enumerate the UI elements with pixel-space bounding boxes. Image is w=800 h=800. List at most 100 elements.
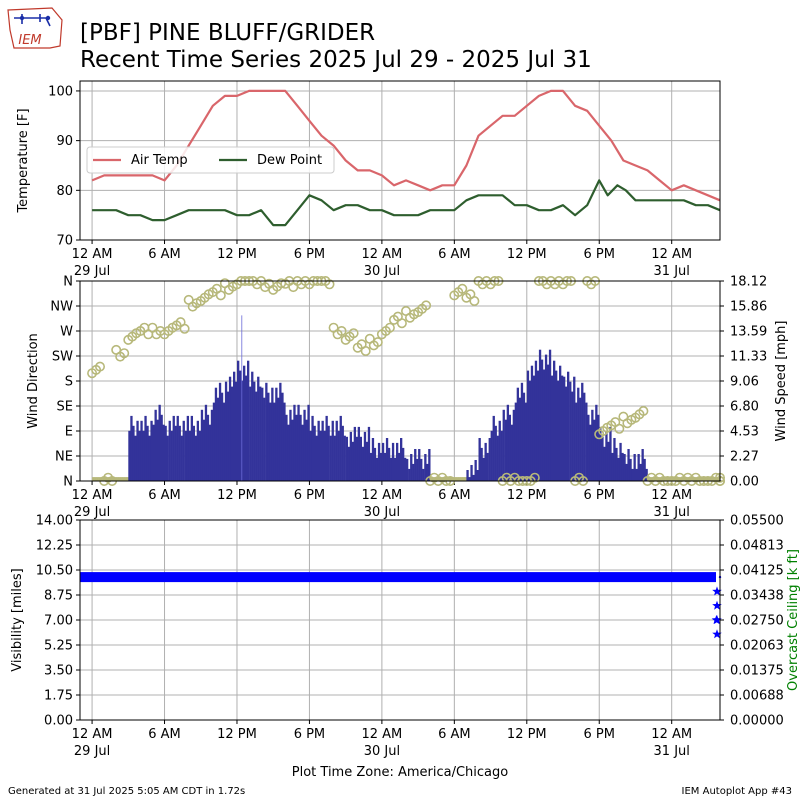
wind-speed-bar [476,470,479,481]
visibility-point [308,575,311,579]
wind-direction-point [215,290,226,301]
x-date-label: 30 Jul [364,744,400,759]
wind-speed-bar [275,387,278,481]
x-tick-label: 12 PM [217,488,257,503]
y2-tick-label: 6.80 [730,400,759,415]
wind-speed-bar [587,414,590,481]
ceiling-star [712,600,722,610]
y2-tick-label: 0.02063 [730,639,784,654]
y-tick-label: 8.75 [44,589,73,604]
visibility-panel: 12 AM 6 AM 12 PM 6 PM 12 AM 6 AM 12 PM 6 PM 12 A… [10,514,800,760]
wind-speed-bar [184,430,188,481]
wind-speed-bar [490,430,493,481]
wind-speed-bar [480,447,483,481]
wind-speed-bar [520,382,524,481]
chart-title: [PBF] PINE BLUFF/GRIDER [80,20,375,46]
wind-speed-bar [595,404,598,481]
wind-speed-bar [711,477,715,481]
wind-speed-bar [277,397,280,481]
wind-speed-bar [472,474,475,481]
wind-direction-point [372,337,383,348]
wind-speed-bar [424,454,427,481]
y-axis-label: Visibility [miles] [10,568,25,671]
wind-speed-bar [699,477,703,481]
wind-speed-bar [567,371,570,481]
wind-speed-bar [621,452,624,481]
wind-speed-bar [303,409,306,481]
wind-speed-bar [359,436,363,481]
wind-speed-bar [190,415,194,481]
wind-speed-bar [104,477,107,481]
wind-speed-bars [92,349,721,481]
wind-speed-bar [192,425,196,481]
wind-speed-bar [158,404,161,481]
wind-direction-point [614,423,625,434]
wind-speed-bar [553,360,556,481]
y-axis-label: Wind Direction [26,333,41,429]
wind-speed-bar [222,402,226,481]
x-tick-label: 6 PM [584,727,615,742]
wind-speed-bar [138,430,141,481]
y2-tick-label: 18.12 [730,275,767,290]
x-tick-label: 6 AM [148,247,181,262]
wind-speed-bar [132,425,135,481]
wind-speed-bar [601,436,604,481]
legend-label: Dew Point [257,153,322,168]
wind-speed-bar [293,404,296,481]
wind-speed-bar [492,415,495,481]
visibility-point [525,575,528,579]
wind-speed-bar [361,446,365,481]
wind-speed-bar [641,449,644,481]
x-tick-label: 12 AM [361,488,402,503]
wind-speed-bar [404,457,407,481]
wind-speed-bar [571,391,574,481]
y-tick-label: 80 [56,184,73,199]
visibility-point [670,575,673,579]
wind-speed-bar [251,371,254,481]
wind-speed-bar [285,414,288,481]
wind-speed-bar [703,477,707,481]
wind-speed-bar [655,477,658,481]
wind-speed-bar [333,435,336,481]
wind-speed-bar [136,420,139,481]
wind-speed-bar [408,468,411,481]
x-tick-label: 12 PM [507,727,547,742]
wind-speed-bar [691,477,695,481]
wind-direction-point [119,348,130,359]
wind-speed-bar [210,409,214,481]
wind-speed-bar [683,477,687,481]
wind-speed-bar [287,424,290,481]
wind-speed-bar [528,380,532,481]
wind-speed-bar [466,470,469,481]
wind-speed-bar [585,402,588,481]
wind-speed-bar [313,425,316,481]
wind-speed-bar [633,454,636,481]
wind-speed-bar [269,402,272,481]
wind-speed-bar [534,360,538,481]
y-tick-label: 5.25 [44,639,73,654]
wind-speed-bar [637,454,640,481]
wind-speed-bar [667,477,671,481]
wind-speed-bar [597,414,600,481]
wind-speed-bar [120,477,123,481]
wind-speed-bar [609,426,612,481]
y-tick-label: 100 [48,84,73,99]
x-tick-label: 6 AM [438,488,471,503]
wind-speed-bar [675,477,679,481]
wind-direction-point [348,328,359,339]
wind-direction-point [457,283,468,294]
wind-speed-bar [454,477,457,481]
wind-speed-bar [512,409,516,481]
wind-speed-bar [176,415,179,481]
wind-speed-bar [301,424,304,481]
wind-speed-bar [307,404,310,481]
y-tick-label: N [63,475,73,490]
wind-speed-bar [484,442,487,481]
wind-speed-bar [663,477,666,481]
x-date-label: 31 Jul [654,505,690,520]
visibility-point [549,575,553,579]
wind-speed-bar [218,382,222,481]
wind-speed-bar [230,386,234,481]
wind-speed-bar [508,414,512,481]
y2-tick-label: 0.02750 [730,614,784,629]
